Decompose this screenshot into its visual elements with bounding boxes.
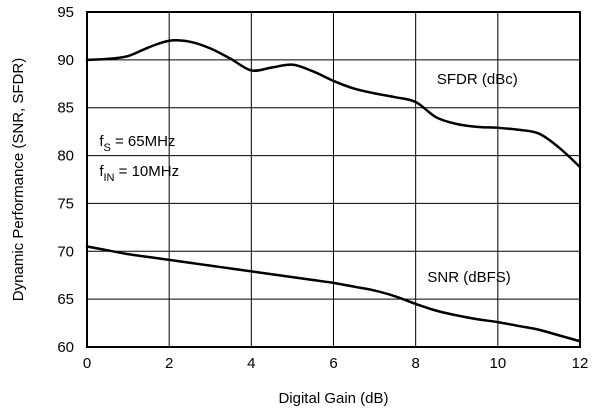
y-tick-label: 85 (57, 100, 74, 117)
x-tick-label: 6 (329, 355, 337, 372)
sfdr-series-line (85, 39, 582, 169)
x-tick-label: 0 (83, 355, 91, 372)
plot-frame (86, 11, 581, 348)
annotation-value: = 10MHz (114, 163, 179, 180)
sample-rate-annotation: fS = 65MHz (99, 133, 175, 154)
annotation-subscript: IN (103, 172, 114, 184)
x-tick-label: 10 (489, 355, 506, 372)
x-tick-label: 8 (411, 355, 419, 372)
y-tick-label: 95 (57, 4, 74, 21)
input-frequency-annotation: fIN = 10MHz (99, 163, 179, 184)
annotation-symbol: f (99, 163, 104, 180)
y-tick-label: 65 (57, 291, 74, 308)
x-tick-label: 12 (572, 355, 589, 372)
annotation-subscript: S (103, 142, 110, 154)
snr-series-line (85, 245, 582, 343)
x-axis-title: Digital Gain (dB) (278, 390, 388, 407)
annotation-value: = 65MHz (111, 133, 176, 150)
y-tick-label: 90 (57, 52, 74, 69)
x-tick-label: 4 (247, 355, 255, 372)
annotation-symbol: f (99, 133, 104, 150)
y-tick-label: 75 (57, 195, 74, 212)
y-tick-label: 60 (57, 339, 74, 356)
y-tick-label: 80 (57, 148, 74, 165)
y-axis-title: Dynamic Performance (SNR, SFDR) (10, 58, 27, 301)
y-tick-label: 70 (57, 243, 74, 260)
x-tick-label: 2 (165, 355, 173, 372)
sfdr-series-label: SFDR (dBc) (437, 71, 518, 88)
snr-series-label: SNR (dBFS) (427, 269, 510, 286)
